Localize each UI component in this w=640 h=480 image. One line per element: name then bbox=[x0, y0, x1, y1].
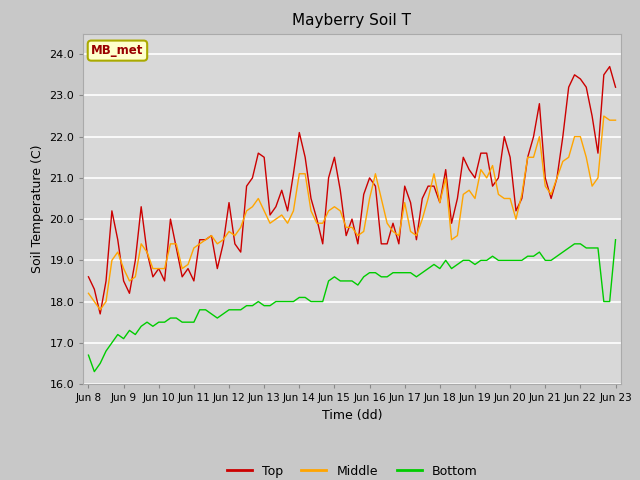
Title: Mayberry Soil T: Mayberry Soil T bbox=[292, 13, 412, 28]
Legend: Top, Middle, Bottom: Top, Middle, Bottom bbox=[221, 460, 483, 480]
Text: MB_met: MB_met bbox=[92, 44, 143, 57]
Y-axis label: Soil Temperature (C): Soil Temperature (C) bbox=[31, 144, 44, 273]
X-axis label: Time (dd): Time (dd) bbox=[322, 408, 382, 421]
